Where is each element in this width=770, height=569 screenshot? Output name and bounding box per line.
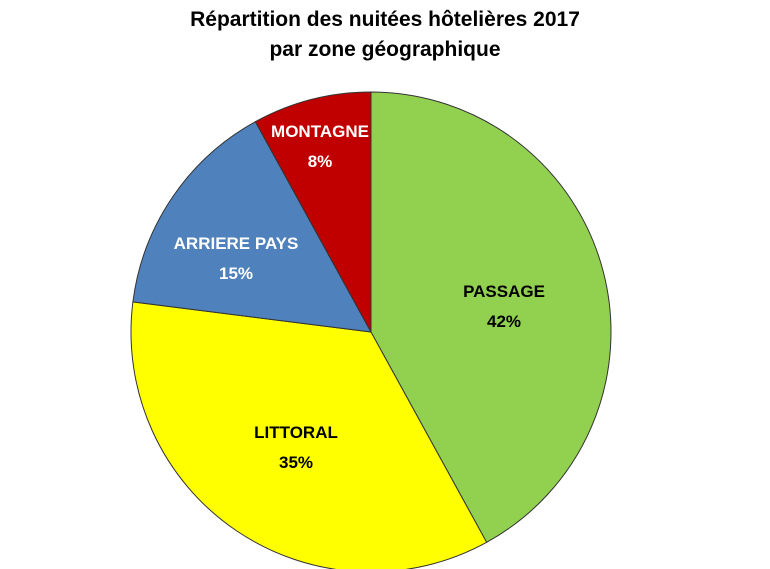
slice-label-passage: PASSAGE: [463, 282, 545, 301]
slice-value-littoral: 35%: [279, 453, 313, 472]
chart-subtitle: par zone géographique: [269, 38, 501, 61]
pie-slice-arriere-pays: [132, 121, 372, 333]
pie-slice-montagne: [254, 91, 372, 333]
slice-label-arriere-pays: ARRIERE PAYS: [174, 234, 299, 253]
slice-value-montagne: 8%: [308, 152, 333, 171]
slice-value-passage: 42%: [487, 312, 521, 331]
pie-slice-littoral: [130, 301, 488, 569]
chart-title: Répartition des nuitées hôtelières 2017: [190, 8, 580, 31]
slice-label-montagne: MONTAGNE: [271, 122, 369, 141]
slice-label-littoral: LITTORAL: [254, 423, 338, 442]
slice-value-arriere-pays: 15%: [219, 264, 253, 283]
pie-slice-passage: [370, 91, 612, 543]
